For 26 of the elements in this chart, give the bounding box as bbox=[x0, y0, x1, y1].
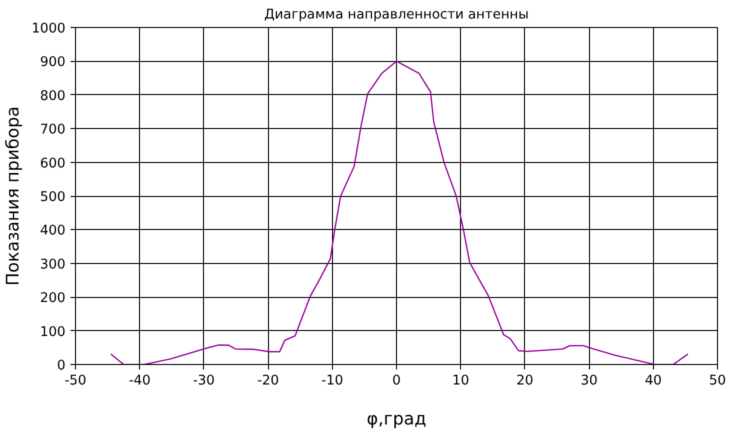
y-tick-label: 500 bbox=[40, 190, 66, 205]
x-tick-label: -30 bbox=[193, 374, 215, 388]
x-tick-label: 0 bbox=[392, 374, 401, 388]
y-tick-label: 300 bbox=[40, 257, 66, 272]
y-tick-label: 600 bbox=[40, 156, 66, 172]
y-tick-label: 1000 bbox=[32, 22, 66, 36]
y-tick-label: 0 bbox=[57, 358, 66, 374]
x-tick-label: 30 bbox=[580, 374, 598, 388]
x-tick-label: 50 bbox=[709, 374, 726, 388]
y-tick-label: 700 bbox=[40, 122, 66, 138]
x-tick-label: 20 bbox=[516, 374, 534, 388]
chart-title: Диаграмма направленности антенны bbox=[264, 8, 529, 22]
y-tick-label: 800 bbox=[40, 88, 66, 104]
y-tick-label: 200 bbox=[40, 291, 66, 306]
x-axis-title: φ,град bbox=[366, 410, 426, 430]
line-series bbox=[110, 60, 689, 364]
x-tick-label: -10 bbox=[321, 374, 344, 388]
x-tick-label: -50 bbox=[64, 374, 86, 388]
y-axis-title: Показания прибора bbox=[4, 106, 24, 286]
x-tick-label: 10 bbox=[452, 374, 470, 388]
x-tick-label: 40 bbox=[644, 374, 662, 388]
y-tick-label: 400 bbox=[40, 224, 66, 239]
x-tick-label: -40 bbox=[128, 374, 151, 388]
y-tick-label: 100 bbox=[40, 324, 66, 340]
x-tick-label: -20 bbox=[257, 374, 279, 388]
y-tick-label: 900 bbox=[40, 55, 66, 70]
